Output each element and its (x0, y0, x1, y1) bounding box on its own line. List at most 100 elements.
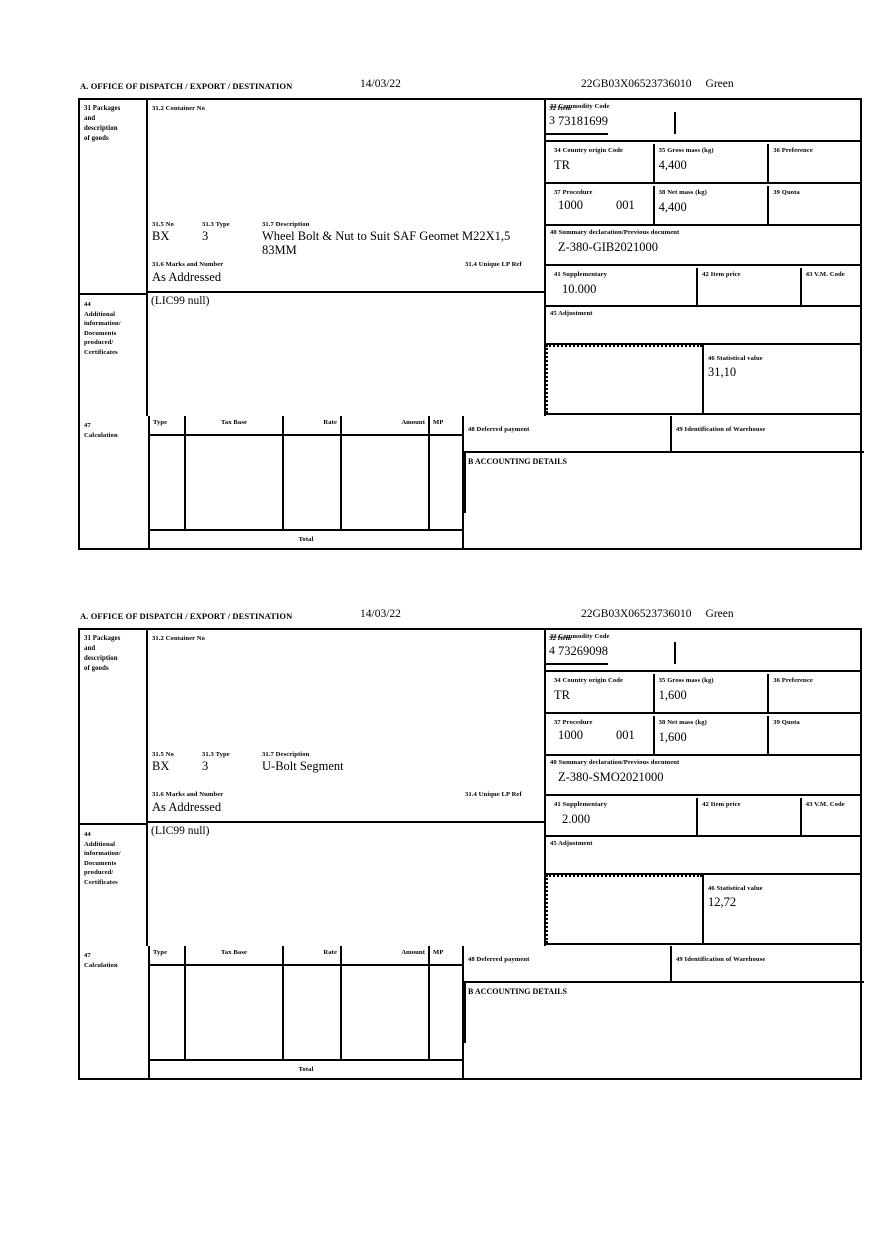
calc-col-amount: Amount (342, 946, 430, 964)
box-45-label: 45 Adjustment (550, 310, 593, 317)
calc-cell-rate (284, 436, 342, 529)
mrn-number: 22GB03X06523736010 (581, 608, 692, 620)
box-38-net-mass: 38 Net mass (kg) 1,600 (655, 716, 770, 754)
box-35-label: 35 Gross mass (kg) (658, 147, 714, 154)
box-31-7-description-label: 31.7 Description (262, 751, 310, 758)
box-37-value-1: 1000 (558, 197, 583, 212)
box-46-row: 46 Statistical value 12,72 (546, 875, 860, 945)
box-44-label-line-5: produced/ (84, 339, 114, 347)
box-36-preference: 36 Preference (769, 144, 860, 182)
box-31-label-line-1: 31 Packages (84, 635, 121, 642)
calc-cell-tax-base (186, 966, 284, 1059)
box-41-43-row: 41 Supplementary 10.000 42 Item price 43… (546, 266, 860, 307)
box-31-4-lpref-label: 31.4 Unique LP Ref (465, 791, 522, 798)
box-40-previous-document: 40 Summary declaration/Previous document… (546, 226, 860, 266)
box-47-label: 47 Calculation (80, 416, 148, 550)
calc-side-divider (464, 453, 466, 513)
box-45-adjustment: 45 Adjustment (546, 307, 860, 345)
box-33-label: 33 Commodity Code (550, 103, 610, 110)
box-49-label: 49 Identification of Warehouse (676, 956, 766, 963)
divider-31-44 (80, 823, 148, 825)
box-40-label: 40 Summary declaration/Previous document (550, 229, 680, 236)
box-43-value (806, 810, 860, 812)
box-31-label-line-4: of goods (84, 134, 109, 142)
box-31-label-line-3: description (84, 654, 118, 662)
box-42-value (702, 280, 800, 282)
calculation-total-label: Total (298, 1066, 314, 1073)
box-44-label-line-3: information/ (84, 320, 121, 328)
box-45-value (550, 319, 860, 321)
box-32-item-label: 32 Item (549, 635, 572, 642)
box-35-value: 4,400 (658, 157, 687, 172)
box-42-label: 42 Item price (702, 271, 741, 278)
box-36-label: 36 Preference (773, 677, 813, 684)
calc-col-tax-base: Tax Base (186, 946, 284, 964)
box-39-value (773, 198, 860, 200)
box-40-value: Z-380-SMO2021000 (558, 769, 664, 784)
box-46-dotted-spacer (546, 875, 702, 943)
box-33-label: 33 Commodity Code (550, 633, 610, 640)
box-46-dotted-spacer (546, 345, 702, 413)
box-31-3-type-value: 3 (202, 759, 209, 773)
calc-cell-mp (430, 436, 462, 529)
box-46-value: 31,10 (708, 365, 737, 379)
box-31-4-lpref-label: 31.4 Unique LP Ref (465, 261, 522, 268)
box-31-6-marks-value: As Addressed (152, 270, 222, 284)
box-40-label: 40 Summary declaration/Previous document (550, 759, 680, 766)
mrn-number: 22GB03X06523736010 (581, 78, 692, 90)
box-38-label: 38 Net mass (kg) (658, 719, 707, 726)
accounting-details-label: B ACCOUNTING DETAILS (468, 457, 567, 466)
box-48-deferred-payment: 48 Deferred payment (464, 946, 672, 981)
box-33-value: 73181699 (558, 113, 608, 128)
right-field-stack: 33 Commodity Code 73181699 34 Country or… (546, 100, 860, 415)
box-31-5-no-label: 31.5 No (152, 221, 174, 228)
box-48-label: 48 Deferred payment (468, 956, 530, 963)
box-31-7-description-value: Wheel Bolt & Nut to Suit SAF Geomet M22X… (262, 229, 511, 258)
box-31-5-no-value: BX (152, 759, 170, 773)
calc-cell-type (150, 436, 186, 529)
box-37-procedure: 37 Procedure 1000 001 (550, 716, 655, 754)
box-39-label: 39 Quota (773, 719, 800, 726)
box-34-label: 34 Country origin Code (554, 677, 624, 684)
calc-cell-rate (284, 966, 342, 1059)
box-43-vm-code: 43 V.M. Code (802, 798, 860, 835)
box-37-39-row: 37 Procedure 1000 001 38 Net mass (kg) 4… (546, 184, 860, 226)
box-44-label-line-2: Additional (84, 840, 116, 848)
box-47-calculation-area: Type Tax Base Rate Amount MP Total (148, 416, 864, 550)
box-44-label: 44 Additional information/ Documents pro… (80, 825, 148, 946)
right-field-stack: 33 Commodity Code 73269098 34 Country or… (546, 630, 860, 945)
box-44-additional-info-pane: (LIC99 null) (148, 293, 546, 416)
calc-cell-amount (342, 436, 430, 529)
box-31-7-description-label: 31.7 Description (262, 221, 310, 228)
box-36-label: 36 Preference (773, 147, 813, 154)
box-49-label: 49 Identification of Warehouse (676, 426, 766, 433)
box-37-label: 37 Procedure (554, 189, 593, 196)
box-36-value (773, 156, 860, 158)
box-47-label-line-2: Calculation (84, 431, 118, 439)
box-31-label-line-1: 31 Packages (84, 105, 121, 112)
box-44-additional-info-value: (LIC99 null) (151, 825, 210, 837)
box-44-label-line-5: produced/ (84, 869, 114, 877)
box-44-label-line-3: information/ (84, 850, 121, 858)
calc-col-type: Type (150, 416, 186, 434)
box-44-label-line-1: 44 (84, 301, 91, 308)
box-41-supplementary: 41 Supplementary 10.000 (550, 268, 699, 305)
calculation-table-header: Type Tax Base Rate Amount MP (150, 946, 462, 966)
box-39-value (773, 728, 860, 730)
box-46-statistical-value: 46 Statistical value 12,72 (702, 875, 860, 943)
box-33-value: 73269098 (558, 643, 608, 658)
box-31-2-container-no-label: 31.2 Container No (152, 105, 206, 112)
box-43-label: 43 V.M. Code (805, 801, 845, 808)
box-38-value: 1,600 (658, 729, 687, 744)
box-33-subdivider (674, 642, 676, 664)
box-33-subdivider (674, 112, 676, 134)
calc-cell-type (150, 966, 186, 1059)
box-31-label-line-2: and (84, 644, 96, 652)
box-39-quota: 39 Quota (769, 186, 860, 224)
mrn-reference: 22GB03X06523736010 Green (581, 608, 734, 620)
box-37-value-2: 001 (616, 727, 635, 742)
box-46-value: 12,72 (708, 895, 737, 909)
box-31-label: 31 Packages and description of goods (80, 630, 148, 946)
box-35-gross-mass: 35 Gross mass (kg) 1,600 (655, 674, 770, 712)
box-43-label: 43 V.M. Code (805, 271, 845, 278)
